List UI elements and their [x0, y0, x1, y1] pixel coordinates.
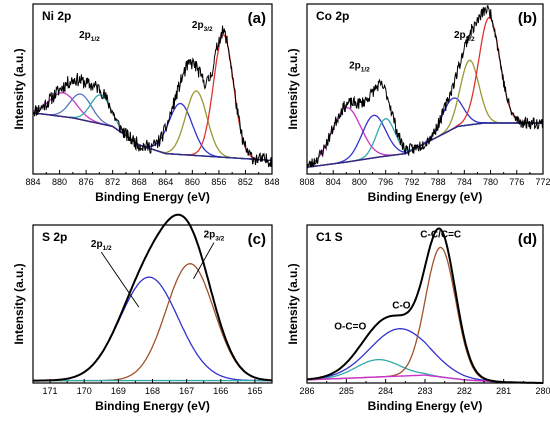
- panel-letter: (d): [518, 231, 537, 248]
- x-tick-label: 283: [417, 386, 432, 396]
- x-tick-label: 166: [213, 386, 228, 396]
- peak-annotation: 2p3/2: [204, 230, 225, 243]
- panel-2: 171 170 169 168 167 166 165 Binding Energy (eV)…: [12, 213, 273, 413]
- x-tick-label: 856: [211, 177, 226, 187]
- peak-annotation: 2p1/2: [91, 239, 112, 252]
- plot-frame: [32, 224, 273, 384]
- x-tick-label: 280: [535, 386, 550, 396]
- panel-title: S 2p: [42, 230, 67, 244]
- x-axis-label: Binding Energy (eV): [368, 190, 483, 204]
- annotation-arrow: [193, 242, 215, 279]
- x-tick-label: 776: [509, 177, 524, 187]
- raw-spectrum: [306, 5, 544, 170]
- x-tick-label: 282: [457, 386, 472, 396]
- x-tick-label: 868: [132, 177, 147, 187]
- y-axis-label: Intensity (a.u.): [286, 263, 300, 344]
- x-tick-label: 285: [339, 386, 354, 396]
- fit-peak-0: [306, 107, 543, 167]
- x-tick-label: 804: [326, 177, 341, 187]
- x-tick-label: 796: [378, 177, 393, 187]
- envelope-line: [306, 227, 543, 384]
- x-tick-label: 780: [483, 177, 498, 187]
- peak-annotation: C-O: [392, 301, 411, 312]
- x-tick-label: 884: [25, 177, 40, 187]
- plot-frame: [32, 3, 273, 175]
- panel-3: 286 285 284 283 282 281 280 Binding Energy (eV)…: [286, 224, 550, 413]
- panel-1: 808 804 800 796 792 788 784 780 776 772 Binding En…: [286, 3, 550, 204]
- panel-title: Ni 2p: [42, 9, 71, 23]
- annotation-arrow: [100, 251, 140, 308]
- fit-peak-5: [32, 34, 273, 162]
- x-tick-label: 808: [299, 177, 314, 187]
- peak-annotation: 2p1/2: [349, 61, 370, 74]
- x-tick-label: 170: [77, 386, 92, 396]
- x-tick-label: 852: [238, 177, 253, 187]
- y-axis-label: Intensity (a.u.): [286, 48, 300, 129]
- x-tick-label: 784: [457, 177, 472, 187]
- x-tick-label: 167: [179, 386, 194, 396]
- x-tick-label: 880: [52, 177, 67, 187]
- x-tick-label: 772: [535, 177, 550, 187]
- fit-peak-5: [306, 16, 543, 168]
- panel-title: C1 S: [316, 230, 343, 244]
- x-tick-label: 872: [105, 177, 120, 187]
- x-tick-label: 848: [264, 177, 279, 187]
- x-tick-label: 168: [145, 386, 160, 396]
- x-axis-label: Binding Energy (eV): [95, 399, 210, 413]
- envelope-line: [33, 213, 273, 382]
- x-tick-label: 281: [496, 386, 511, 396]
- y-axis-label: Intensity (a.u.): [12, 48, 26, 129]
- x-tick-label: 800: [352, 177, 367, 187]
- panel-title: Co 2p: [316, 9, 349, 23]
- panel-letter: (c): [248, 231, 266, 248]
- panel-letter: (a): [248, 10, 266, 27]
- panel-0: 884 880 876 872 868 864 860 856 852 848 Binding En…: [12, 3, 280, 204]
- background-line: [306, 122, 543, 168]
- fit-peak-0: [33, 276, 272, 382]
- background-line: [32, 112, 273, 162]
- x-tick-label: 876: [79, 177, 94, 187]
- peak-annotation: 2p3/2: [192, 20, 213, 33]
- x-tick-label: 169: [111, 386, 126, 396]
- x-tick-label: 860: [185, 177, 200, 187]
- x-axis-label: Binding Energy (eV): [95, 190, 210, 204]
- fit-peak-3: [32, 102, 273, 162]
- x-tick-label: 792: [404, 177, 419, 187]
- plot-frame: [306, 3, 544, 175]
- raw-spectrum: [32, 25, 273, 168]
- y-axis-label: Intensity (a.u.): [12, 263, 26, 344]
- panel-letter: (b): [518, 10, 537, 27]
- peak-annotation: 2p3/2: [454, 30, 475, 43]
- x-tick-label: 284: [378, 386, 393, 396]
- peak-annotation: O-C=O: [334, 321, 366, 332]
- x-tick-label: 171: [43, 386, 58, 396]
- x-tick-label: 864: [158, 177, 173, 187]
- x-axis-label: Binding Energy (eV): [368, 399, 483, 413]
- x-tick-label: 286: [299, 386, 314, 396]
- peak-annotation: 2p1/2: [79, 30, 100, 43]
- x-tick-label: 788: [431, 177, 446, 187]
- peak-annotation: C-C/C=C: [420, 230, 461, 241]
- x-tick-label: 165: [247, 386, 262, 396]
